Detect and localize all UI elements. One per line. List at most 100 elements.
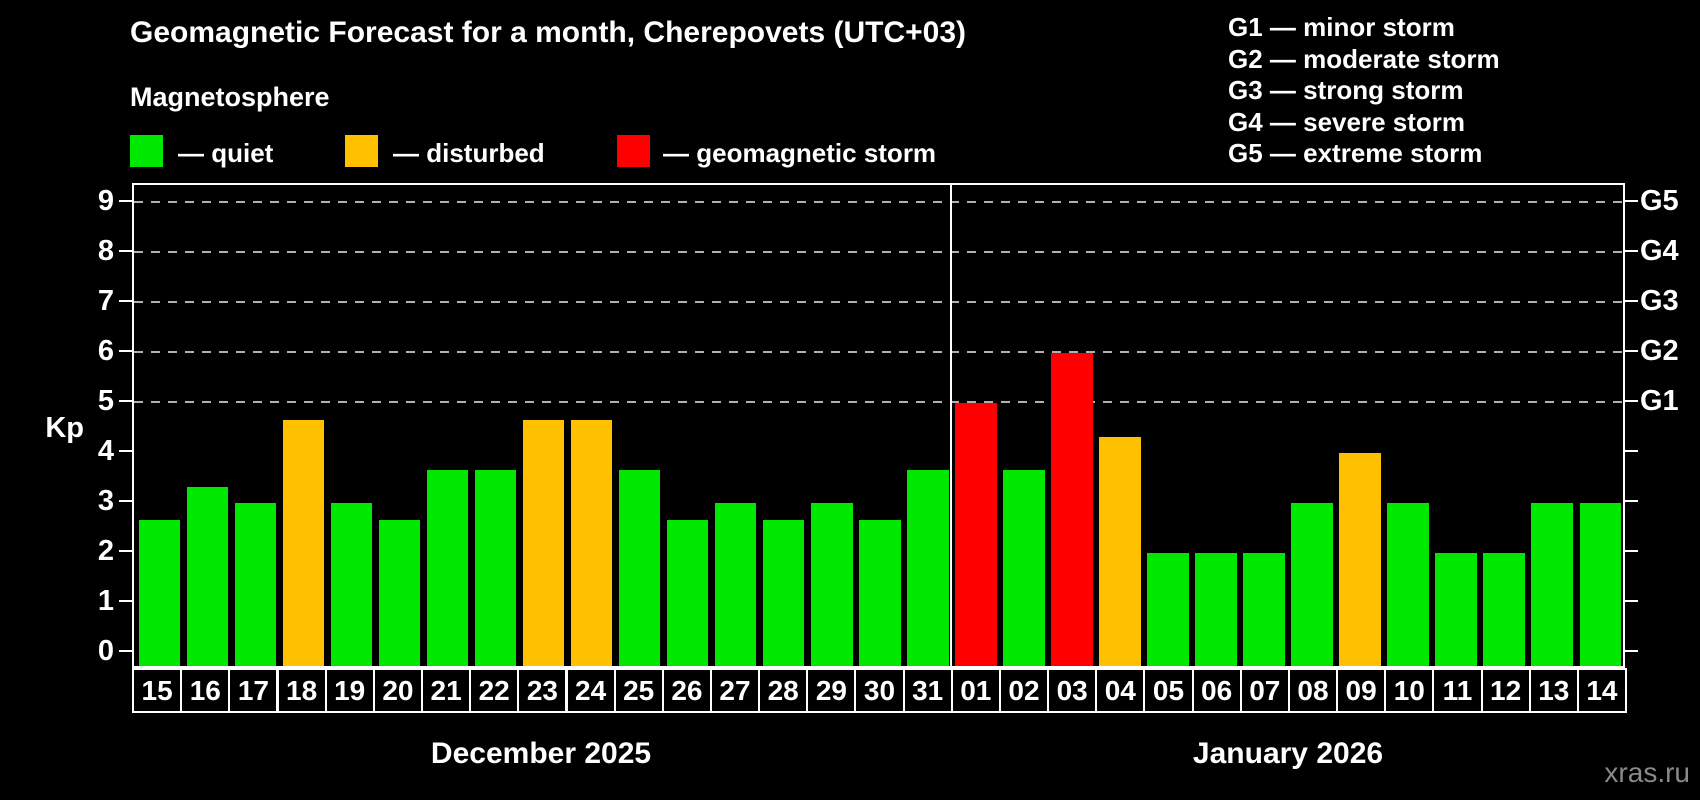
right-axis-label-G3: G3 <box>1640 285 1679 317</box>
right-tick-3 <box>1625 500 1638 502</box>
date-cell-10: 10 <box>1384 668 1435 713</box>
left-tick-5 <box>119 400 132 402</box>
gridline-kp8 <box>134 251 1623 253</box>
storm-legend-label: — geomagnetic storm <box>663 138 937 168</box>
left-tick-6 <box>119 350 132 352</box>
kp-bar-17 <box>234 503 277 666</box>
kp-bar-25 <box>618 469 661 666</box>
right-axis-label-G2: G2 <box>1640 335 1679 367</box>
date-cell-28: 28 <box>758 668 809 713</box>
date-cell-16: 16 <box>180 668 231 713</box>
kp-bar-22 <box>474 469 517 666</box>
date-cell-24: 24 <box>565 668 616 713</box>
kp-bar-06 <box>1195 553 1237 666</box>
left-tick-0 <box>119 650 132 652</box>
right-axis-label-G5: G5 <box>1640 185 1679 217</box>
left-tick-8 <box>119 250 132 252</box>
kp-bar-04 <box>1099 436 1141 666</box>
magnetosphere-subtitle: Magnetosphere <box>130 82 330 112</box>
date-cell-18: 18 <box>276 668 327 713</box>
kp-bar-28 <box>762 519 805 666</box>
disturbed-color-swatch-icon <box>345 135 378 167</box>
y-axis-label-5: 5 <box>97 385 114 417</box>
gridline-kp6 <box>134 351 1623 353</box>
date-cell-01: 01 <box>950 668 1001 713</box>
date-cell-12: 12 <box>1480 668 1531 713</box>
date-cell-26: 26 <box>661 668 712 713</box>
date-cell-25: 25 <box>613 668 664 713</box>
right-axis-label-G4: G4 <box>1640 235 1679 267</box>
y-axis-label-1: 1 <box>97 585 114 617</box>
plot-area <box>132 183 1625 668</box>
kp-bar-23 <box>522 419 565 666</box>
left-tick-4 <box>119 450 132 452</box>
storm-scale-legend-line: G3 — strong storm <box>1228 75 1464 105</box>
month-label: January 2026 <box>1192 737 1384 770</box>
quiet-legend-label: — quiet <box>178 138 274 168</box>
month-label: December 2025 <box>430 737 652 770</box>
kp-bar-27 <box>714 503 757 666</box>
y-axis-label-2: 2 <box>97 535 114 567</box>
month-separator-line <box>949 185 952 666</box>
left-tick-7 <box>119 300 132 302</box>
y-axis-label-6: 6 <box>97 335 114 367</box>
y-axis-label-0: 0 <box>97 635 114 667</box>
date-cell-17: 17 <box>228 668 279 713</box>
kp-bar-13 <box>1531 503 1573 666</box>
date-cell-03: 03 <box>1047 668 1098 713</box>
right-tick-4 <box>1625 450 1638 452</box>
date-cell-13: 13 <box>1528 668 1579 713</box>
page-title: Geomagnetic Forecast for a month, Cherep… <box>130 16 967 49</box>
right-tick-0 <box>1625 650 1638 652</box>
date-cell-27: 27 <box>709 668 761 713</box>
kp-bar-02 <box>1003 469 1045 666</box>
kp-bar-19 <box>330 503 373 666</box>
gridline-kp7 <box>134 301 1623 303</box>
right-tick-9 <box>1625 200 1638 202</box>
storm-color-swatch-icon <box>617 135 650 167</box>
date-cell-30: 30 <box>854 668 905 713</box>
date-cell-04: 04 <box>1095 668 1146 713</box>
right-tick-1 <box>1625 600 1638 602</box>
y-axis-label-4: 4 <box>97 435 114 467</box>
kp-bar-09 <box>1339 453 1381 666</box>
left-tick-9 <box>119 200 132 202</box>
date-cell-08: 08 <box>1287 668 1339 713</box>
right-tick-7 <box>1625 300 1638 302</box>
kp-bar-11 <box>1435 553 1477 666</box>
date-cell-23: 23 <box>517 668 568 713</box>
kp-bar-01 <box>955 403 997 666</box>
storm-scale-legend-line: G2 — moderate storm <box>1228 43 1500 74</box>
kp-bar-18 <box>282 419 325 666</box>
watermark: xras.ru <box>1604 757 1690 788</box>
right-tick-8 <box>1625 250 1638 252</box>
kp-bar-20 <box>378 519 421 666</box>
y-axis-label-7: 7 <box>97 285 114 317</box>
storm-scale-legend: G1 — minor storm G2 — moderate storm G3 — … <box>1228 12 1500 170</box>
date-cell-02: 02 <box>998 668 1050 713</box>
date-cell-22: 22 <box>469 668 520 713</box>
kp-bar-03 <box>1051 353 1093 666</box>
date-cell-11: 11 <box>1432 668 1483 713</box>
storm-scale-legend-line: G5 — extreme storm <box>1228 138 1483 168</box>
kp-bar-21 <box>426 469 469 666</box>
gridline-kp5 <box>134 401 1623 403</box>
date-cell-29: 29 <box>806 668 857 713</box>
y-axis-title: Kp <box>45 412 84 444</box>
quiet-color-swatch-icon <box>130 135 163 167</box>
left-tick-2 <box>119 550 132 552</box>
kp-bar-15 <box>138 519 180 666</box>
kp-bar-07 <box>1243 553 1285 666</box>
kp-bar-31 <box>907 469 949 666</box>
kp-bar-12 <box>1483 553 1525 666</box>
date-cell-19: 19 <box>324 668 375 713</box>
kp-bar-16 <box>186 486 228 666</box>
y-axis-label-8: 8 <box>97 235 114 267</box>
kp-bar-05 <box>1147 553 1189 666</box>
y-axis-label-9: 9 <box>97 185 114 217</box>
right-tick-2 <box>1625 550 1638 552</box>
date-cell-15: 15 <box>132 668 183 713</box>
kp-bar-26 <box>666 519 709 666</box>
kp-bar-08 <box>1291 503 1333 666</box>
